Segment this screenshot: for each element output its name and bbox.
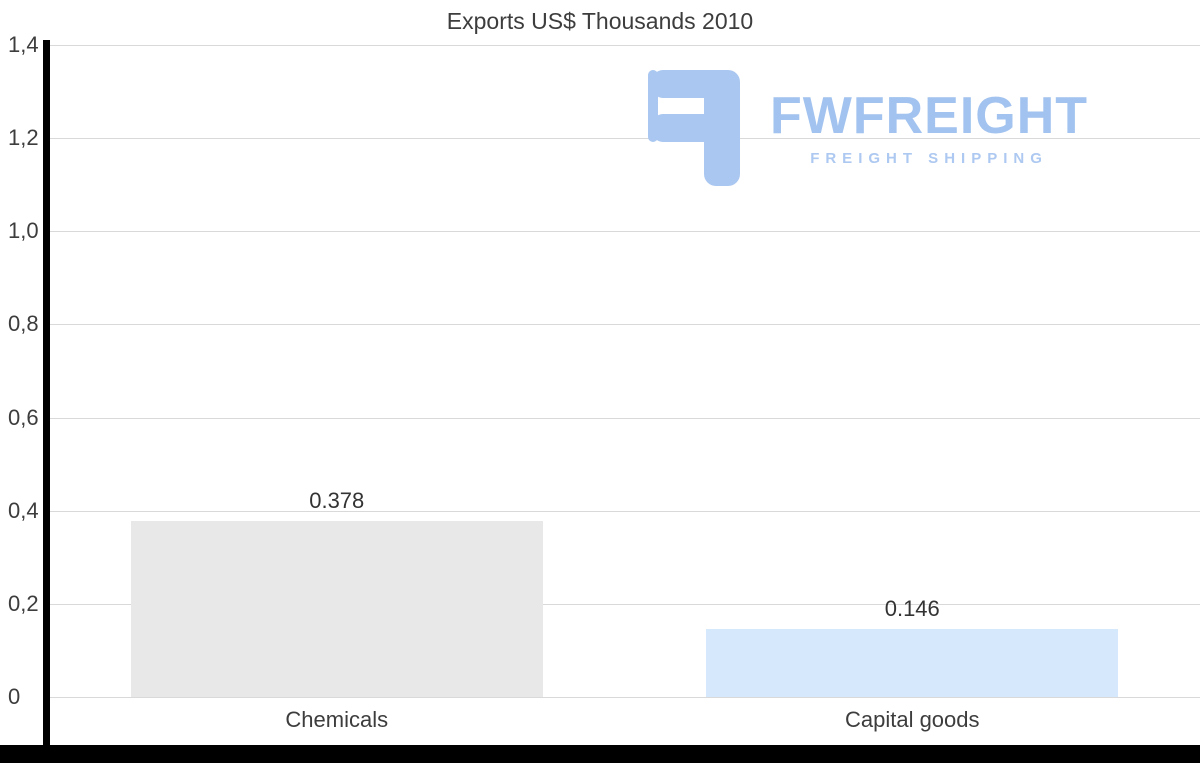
bar-chemicals [130, 520, 543, 697]
bar-capital-goods [706, 629, 1119, 697]
gridline [49, 324, 1200, 326]
bottom-black-strip [0, 745, 1200, 763]
gridline [49, 138, 1200, 140]
y-axis-tick-label: 0,6 [8, 404, 39, 430]
gridline [49, 603, 1200, 605]
y-axis-tick-label: 0,8 [8, 311, 39, 337]
y-axis-tick-label: 0 [8, 684, 21, 709]
watermark-logo: FWFREIGHT FREIGHT SHIPPING [648, 70, 1088, 186]
y-axis-tick-label: 1,0 [8, 218, 39, 244]
y-axis-tick-label: 0,4 [8, 497, 39, 523]
gridline [49, 417, 1200, 419]
gridline [49, 697, 1200, 698]
logo-brand-text: FWFREIGHT [770, 87, 1089, 146]
gridline [49, 231, 1200, 233]
chart-title: Exports US$ Thousands 2010 [446, 8, 754, 34]
bar-value-label: 0.146 [884, 596, 940, 621]
x-axis-category-label: Chemicals [285, 707, 389, 732]
y-axis-line [43, 40, 50, 763]
gridline [49, 45, 1200, 46]
y-axis-tick-label: 1,2 [8, 125, 39, 151]
y-axis-tick-label: 0,2 [8, 590, 39, 616]
fwfreight-logo-icon [648, 70, 740, 186]
logo-text-block: FWFREIGHT FREIGHT SHIPPING [770, 89, 1088, 167]
x-axis-category-label: Capital goods [844, 707, 980, 732]
gridline [49, 510, 1200, 512]
bar-value-label: 0.378 [309, 487, 365, 513]
logo-tagline-text: FREIGHT SHIPPING [810, 149, 1048, 167]
y-axis-tick-label: 1,4 [8, 32, 39, 57]
